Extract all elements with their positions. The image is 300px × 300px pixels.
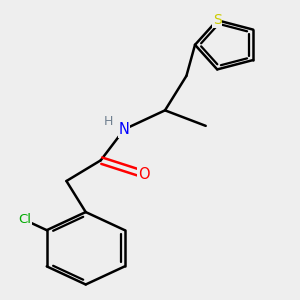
- Text: N: N: [119, 122, 130, 137]
- Text: Cl: Cl: [18, 213, 31, 226]
- Text: H: H: [103, 115, 113, 128]
- Text: O: O: [138, 167, 149, 182]
- Text: S: S: [213, 13, 222, 27]
